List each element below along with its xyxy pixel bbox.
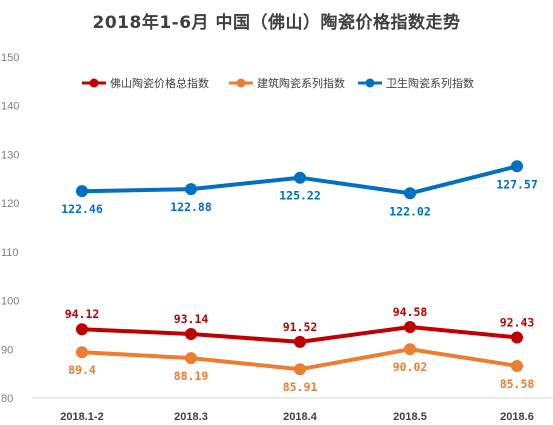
data-point — [185, 183, 197, 196]
legend: 佛山陶瓷价格总指数 建筑陶瓷系列指数 卫生陶瓷系列指数 — [82, 76, 474, 90]
legend-label: 卫生陶瓷系列指数 — [386, 76, 474, 90]
data-label: 91.52 — [283, 320, 318, 334]
y-tick-label: 80 — [1, 393, 13, 405]
x-tick-label: 2018.5 — [393, 411, 427, 423]
data-label: 85.91 — [283, 380, 318, 394]
y-tick-label: 90 — [1, 344, 13, 356]
y-tick-label: 120 — [1, 198, 19, 210]
y-tick-label: 130 — [1, 149, 19, 161]
x-tick-label: 2018.3 — [174, 411, 208, 423]
data-label: 122.88 — [170, 200, 212, 214]
data-label: 122.46 — [61, 202, 103, 216]
data-label: 89.4 — [68, 363, 96, 377]
data-point — [404, 187, 416, 200]
data-label: 94.58 — [393, 305, 428, 319]
data-point — [76, 346, 88, 359]
chart-title: 2018年1-6月 中国（佛山）陶瓷价格指数走势 — [92, 13, 461, 33]
data-point — [76, 185, 88, 198]
data-label: 92.43 — [500, 315, 535, 329]
legend-label: 建筑陶瓷系列指数 — [257, 76, 345, 90]
data-point — [404, 320, 416, 333]
data-point — [511, 160, 523, 173]
data-label: 93.14 — [174, 312, 209, 326]
data-point — [511, 331, 523, 344]
data-label: 88.19 — [174, 369, 209, 383]
data-point — [294, 171, 306, 184]
data-label: 125.22 — [279, 189, 321, 203]
data-point — [76, 323, 88, 336]
y-axis-ticks: 80 90 100 110 120 130 140 150 — [1, 52, 19, 405]
legend-swatch-marker — [89, 78, 99, 88]
legend-label: 佛山陶瓷价格总指数 — [110, 76, 209, 90]
x-tick-label: 2018.1-2 — [60, 411, 103, 423]
x-tick-label: 2018.4 — [283, 411, 318, 423]
x-tick-label: 2018.6 — [500, 411, 534, 423]
data-label: 122.02 — [389, 204, 431, 218]
data-point — [185, 327, 197, 340]
data-point — [294, 335, 306, 348]
data-point — [294, 363, 306, 376]
x-axis-ticks: 2018.1-2 2018.3 2018.4 2018.5 2018.6 — [60, 411, 534, 423]
y-tick-label: 100 — [1, 296, 19, 308]
data-label: 85.58 — [500, 377, 535, 391]
data-label: 90.02 — [393, 360, 428, 374]
series-layer: 94.12 93.14 91.52 94.58 92.43 89.4 88.19 85.91 9… — [61, 160, 538, 394]
y-tick-label: 140 — [1, 101, 19, 113]
data-point — [404, 343, 416, 356]
legend-swatch-marker — [365, 78, 375, 88]
legend-swatch-marker — [236, 78, 246, 88]
y-tick-label: 110 — [1, 247, 19, 259]
y-tick-label: 150 — [1, 52, 19, 64]
data-label: 94.12 — [65, 307, 100, 321]
data-point — [185, 352, 197, 365]
data-point — [511, 359, 523, 372]
data-label: 127.57 — [496, 177, 538, 191]
